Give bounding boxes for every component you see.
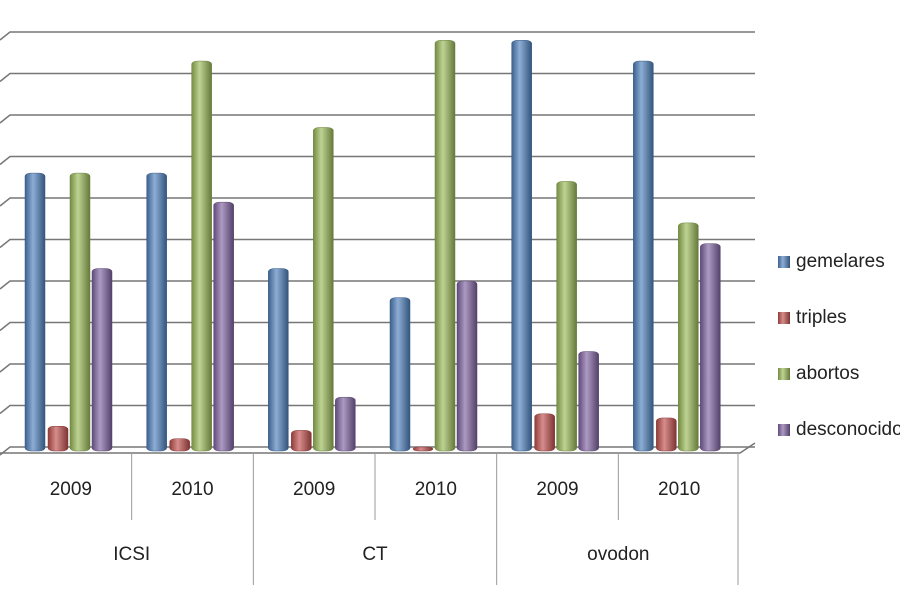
legend-swatch [778, 312, 790, 324]
bar [534, 413, 555, 452]
x-tick-label: 2010 [415, 479, 457, 500]
legend-swatch [778, 424, 790, 436]
x-tick-label: 2009 [50, 479, 92, 500]
grid-line [0, 31, 755, 41]
bar [511, 40, 532, 452]
bar [434, 40, 456, 452]
bar [456, 280, 478, 452]
bar [213, 201, 234, 452]
grid-line [0, 321, 755, 332]
bar [268, 268, 289, 452]
bar [633, 60, 654, 452]
bar [91, 268, 113, 452]
grid-line [0, 363, 755, 373]
group-label: CT [362, 544, 388, 565]
grid-line [0, 197, 755, 207]
bar [578, 351, 599, 452]
bar [700, 243, 721, 452]
grid-line [0, 114, 755, 124]
group-label: ICSI [113, 544, 150, 565]
bar [146, 172, 167, 452]
grid-line [0, 155, 755, 166]
bar [191, 60, 212, 452]
bar [169, 438, 190, 452]
grid-line [0, 72, 755, 83]
bar [47, 426, 69, 452]
floor [0, 442, 756, 454]
bar [678, 222, 699, 452]
group-label: ovodon [587, 544, 649, 565]
x-tick-label: 2009 [293, 479, 335, 500]
bar [412, 446, 434, 452]
bar [69, 172, 91, 452]
bar [313, 127, 334, 452]
x-tick-label: 2010 [171, 479, 213, 500]
grid-line [0, 404, 755, 415]
x-tick-label: 2010 [658, 479, 700, 500]
legend-swatch [778, 368, 790, 380]
grid-line [0, 238, 755, 249]
bar [556, 181, 577, 452]
legend-swatch [778, 256, 790, 268]
legend-label: triples [796, 307, 847, 328]
x-tick-label: 2009 [536, 479, 578, 500]
bar [291, 430, 312, 452]
bar [335, 396, 356, 452]
legend-label: desconocidos [796, 419, 900, 440]
grid-line [0, 280, 755, 290]
bar [389, 297, 411, 452]
legend-label: gemelares [796, 251, 885, 272]
bar [24, 172, 46, 452]
legend-label: abortos [796, 363, 859, 384]
bar [656, 417, 677, 452]
